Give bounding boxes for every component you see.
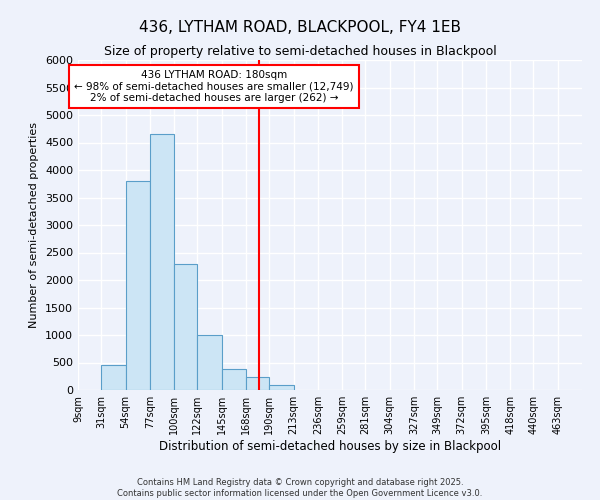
- X-axis label: Distribution of semi-detached houses by size in Blackpool: Distribution of semi-detached houses by …: [159, 440, 501, 453]
- Bar: [150, 134, 174, 390]
- Bar: [197, 335, 221, 390]
- Bar: [221, 369, 246, 390]
- Text: 436 LYTHAM ROAD: 180sqm
← 98% of semi-detached houses are smaller (12,749)
2% of: 436 LYTHAM ROAD: 180sqm ← 98% of semi-de…: [74, 70, 354, 103]
- Bar: [269, 384, 293, 390]
- Text: Contains HM Land Registry data © Crown copyright and database right 2025.
Contai: Contains HM Land Registry data © Crown c…: [118, 478, 482, 498]
- Text: 436, LYTHAM ROAD, BLACKPOOL, FY4 1EB: 436, LYTHAM ROAD, BLACKPOOL, FY4 1EB: [139, 20, 461, 35]
- Y-axis label: Number of semi-detached properties: Number of semi-detached properties: [29, 122, 40, 328]
- Bar: [174, 264, 197, 390]
- Bar: [101, 365, 125, 390]
- Text: Size of property relative to semi-detached houses in Blackpool: Size of property relative to semi-detach…: [104, 45, 496, 58]
- Bar: [246, 377, 269, 390]
- Bar: [125, 181, 150, 390]
